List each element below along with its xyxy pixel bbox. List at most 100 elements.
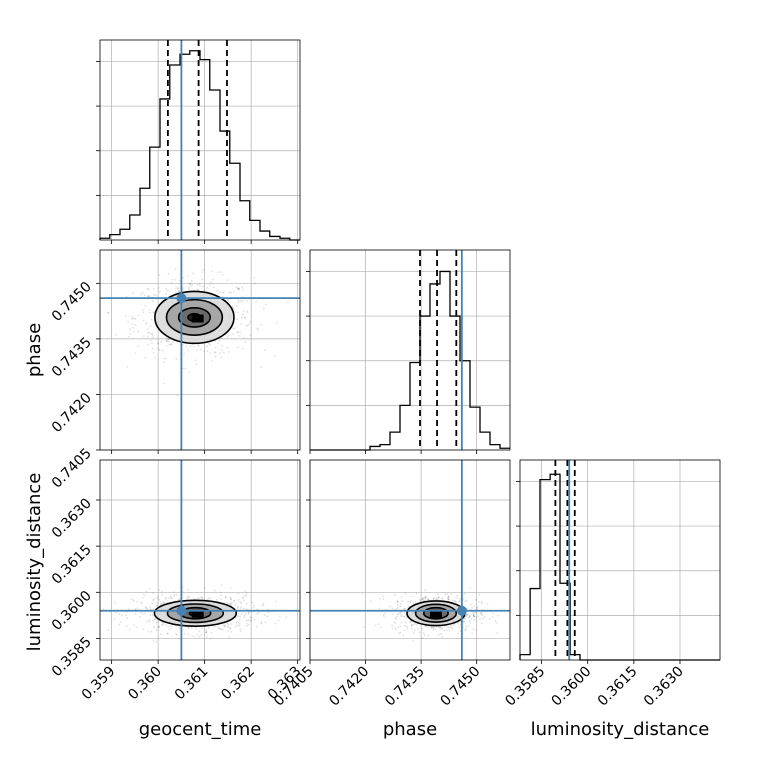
scatter-phase-vs-geocent-time-point (140, 293, 142, 296)
scatter-luminosity-distance-vs-geocent-time-point (245, 619, 248, 621)
scatter-luminosity-distance-vs-phase-point (466, 614, 468, 617)
scatter-luminosity-distance-vs-phase-point (399, 631, 402, 634)
scatter-phase-vs-geocent-time-point (152, 311, 155, 314)
scatter-luminosity-distance-vs-geocent-time-point (226, 622, 229, 625)
scatter-luminosity-distance-vs-phase-point (425, 625, 428, 628)
scatter-luminosity-distance-vs-phase-point (466, 613, 468, 616)
scatter-luminosity-distance-vs-phase-point (396, 600, 399, 603)
scatter-phase-vs-geocent-time-point (220, 337, 223, 340)
scatter-luminosity-distance-vs-phase-point (432, 628, 435, 631)
scatter-luminosity-distance-vs-geocent-time-point (230, 623, 233, 625)
scatter-luminosity-distance-vs-phase-point (456, 594, 459, 597)
scatter-luminosity-distance-vs-geocent-time-point (229, 627, 232, 629)
scatter-luminosity-distance-vs-phase-contour-2 (422, 606, 449, 620)
scatter-phase-vs-geocent-time-point (214, 351, 217, 354)
scatter-luminosity-distance-vs-phase-point (395, 608, 398, 610)
scatter-phase-vs-geocent-time-point (186, 275, 189, 278)
scatter-luminosity-distance-vs-phase-point (395, 615, 398, 618)
scatter-phase-vs-geocent-time-point (260, 324, 262, 326)
scatter-phase-vs-geocent-time-point (274, 355, 277, 358)
scatter-phase-vs-geocent-time-point (218, 352, 221, 354)
scatter-luminosity-distance-vs-geocent-time-point (160, 603, 163, 605)
scatter-phase-vs-geocent-time-point (182, 367, 184, 370)
scatter-luminosity-distance-vs-phase-point (421, 637, 424, 640)
scatter-luminosity-distance-vs-phase-point (406, 616, 408, 619)
scatter-phase-vs-geocent-time-point (124, 314, 127, 317)
scatter-luminosity-distance-vs-geocent-time-point (205, 631, 208, 634)
scatter-phase-vs-geocent-time-point (115, 334, 117, 336)
scatter-luminosity-distance-vs-phase-truth-marker (456, 605, 467, 616)
scatter-luminosity-distance-vs-geocent-time-point (260, 622, 263, 625)
scatter-phase-vs-geocent-time-point (132, 292, 135, 294)
scatter-phase-vs-geocent-time-point (196, 284, 199, 286)
scatter-luminosity-distance-vs-phase-point (464, 629, 467, 632)
scatter-luminosity-distance-vs-geocent-time-point (191, 635, 194, 638)
scatter-luminosity-distance-vs-phase-point (369, 600, 372, 603)
scatter-luminosity-distance-vs-phase-point (403, 629, 405, 632)
scatter-phase-vs-geocent-time-contour-1 (165, 298, 224, 336)
scatter-phase-vs-geocent-time-point (149, 325, 152, 328)
scatter-luminosity-distance-vs-geocent-time-point (239, 607, 242, 610)
scatter-luminosity-distance-vs-phase-point (396, 612, 399, 615)
scatter-luminosity-distance-vs-geocent-time-point (224, 596, 227, 598)
scatter-phase-vs-geocent-time-point (198, 345, 200, 348)
scatter-phase-vs-geocent-time-point (152, 336, 155, 339)
scatter-luminosity-distance-vs-phase-point (403, 607, 406, 610)
scatter-phase-vs-geocent-time-point (275, 321, 278, 324)
scatter-luminosity-distance-vs-geocent-time-point (220, 591, 223, 594)
scatter-phase-vs-geocent-time-point (146, 288, 149, 291)
scatter-luminosity-distance-vs-geocent-time-point (207, 597, 210, 600)
scatter-luminosity-distance-vs-phase-point (472, 613, 475, 616)
scatter-phase-vs-geocent-time-point (151, 333, 154, 336)
scatter-luminosity-distance-vs-phase-point (424, 595, 427, 598)
scatter-phase-vs-geocent-time-point (169, 343, 172, 346)
scatter-luminosity-distance-vs-geocent-time-point (239, 601, 242, 604)
scatter-luminosity-distance-vs-geocent-time-point (134, 612, 137, 615)
scatter-phase-vs-geocent-time-point (181, 344, 184, 346)
scatter-luminosity-distance-vs-phase-point (398, 632, 401, 635)
scatter-luminosity-distance-vs-phase-point (469, 587, 472, 589)
scatter-luminosity-distance-vs-phase-point (440, 633, 443, 635)
scatter-phase-vs-geocent-time-truth-marker (176, 293, 187, 304)
scatter-phase-vs-geocent-time-point (165, 287, 167, 290)
scatter-phase-vs-geocent-time-point (147, 295, 150, 298)
scatter-luminosity-distance-vs-phase-point (384, 612, 387, 615)
scatter-phase-vs-geocent-time-point (211, 360, 214, 362)
scatter-luminosity-distance-vs-phase-point (443, 629, 446, 632)
scatter-luminosity-distance-vs-phase-point (399, 611, 402, 614)
scatter-luminosity-distance-vs-phase-point (396, 606, 399, 609)
scatter-luminosity-distance-vs-phase-point (464, 615, 467, 618)
scatter-phase-vs-geocent-time-point (236, 318, 239, 320)
scatter-luminosity-distance-vs-geocent-time-contour-0 (153, 599, 238, 627)
scatter-phase-vs-geocent-time-point (165, 340, 168, 342)
scatter-luminosity-distance-vs-geocent-time-point (263, 614, 266, 617)
scatter-luminosity-distance-vs-geocent-time-peak (191, 609, 204, 618)
scatter-phase-vs-geocent-time-point (146, 295, 149, 298)
scatter-luminosity-distance-vs-phase-point (471, 606, 473, 609)
scatter-luminosity-distance-vs-phase-point (492, 612, 494, 615)
scatter-phase-vs-geocent-time-point (127, 320, 130, 323)
scatter-luminosity-distance-vs-phase-point (396, 600, 399, 602)
scatter-phase-vs-geocent-time-content (100, 250, 300, 450)
scatter-luminosity-distance-vs-geocent-time-point (229, 597, 232, 599)
scatter-luminosity-distance-vs-geocent-time-point (181, 586, 184, 588)
scatter-phase-vs-geocent-time-point (200, 348, 203, 351)
scatter-luminosity-distance-vs-phase-point (481, 614, 484, 617)
scatter-luminosity-distance-vs-geocent-time-point (240, 605, 243, 608)
scatter-luminosity-distance-vs-geocent-time-point (166, 632, 169, 635)
scatter-luminosity-distance-vs-geocent-time-point (234, 625, 237, 628)
scatter-luminosity-distance-vs-phase-point (402, 634, 405, 637)
scatter-luminosity-distance-vs-phase-point (480, 602, 483, 605)
scatter-luminosity-distance-vs-geocent-time-point (228, 636, 231, 639)
scatter-luminosity-distance-vs-phase-point (441, 635, 444, 638)
scatter-luminosity-distance-vs-phase-point (432, 627, 435, 630)
scatter-luminosity-distance-vs-phase-point (393, 594, 396, 597)
scatter-phase-vs-geocent-time-point (193, 345, 195, 348)
scatter-luminosity-distance-vs-geocent-time-point (236, 624, 239, 626)
scatter-luminosity-distance-vs-geocent-time-point (209, 637, 212, 640)
scatter-phase-vs-geocent-time-point (149, 311, 151, 314)
scatter-luminosity-distance-vs-phase-point (391, 627, 394, 630)
scatter-phase-vs-geocent-time-point (206, 287, 208, 289)
scatter-luminosity-distance-vs-phase-point (409, 621, 412, 624)
scatter-luminosity-distance-vs-phase-point (412, 623, 415, 626)
